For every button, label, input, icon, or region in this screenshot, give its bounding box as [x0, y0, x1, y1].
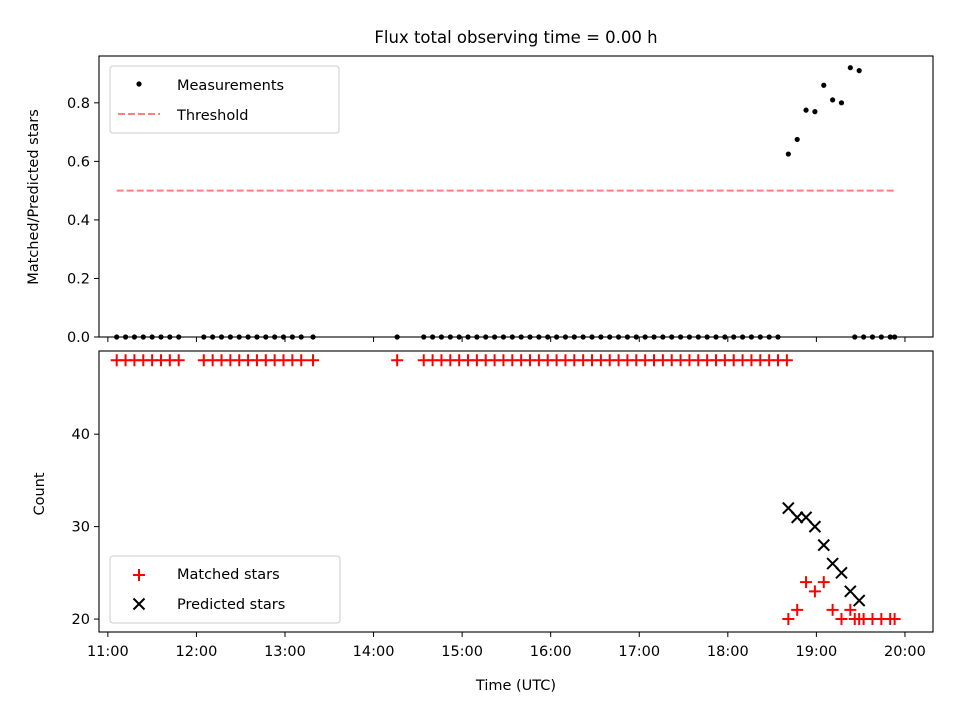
- y-tick-label: 40: [72, 427, 90, 443]
- figure-title: Flux total observing time = 0.00 h: [374, 28, 657, 47]
- measurements-point-67: [821, 82, 827, 88]
- bottom-y-axis-label: Count: [32, 472, 48, 515]
- x-tick-label: 17:00: [618, 644, 660, 660]
- matched-stars-point-70: [835, 613, 848, 626]
- measurements-point-63: [785, 151, 791, 157]
- bottom-x-ticks: 11:00 12:00 13:00 14:00 15:00 16:00 17:00 18:00…: [87, 632, 926, 660]
- matched-stars-point-19: [295, 354, 308, 367]
- top-legend: Measurements Threshold: [109, 65, 340, 134]
- y-tick-label: 20: [72, 612, 90, 628]
- x-tick-label: 19:00: [795, 644, 837, 660]
- matched-stars-point-67: [808, 585, 821, 598]
- matched-stars-point-64: [782, 613, 795, 626]
- bottom-legend-box: [109, 555, 341, 624]
- matched-stars-point-78: [888, 613, 901, 626]
- bottom-panel: 20 30 40 11:00 12:00 13:00 14:00 15:00 16:00 17:…: [32, 350, 934, 694]
- y-tick-label: 0.2: [67, 271, 90, 287]
- predicted-stars-point-3: [808, 520, 822, 533]
- predicted-stars-point-8: [852, 594, 866, 607]
- bottom-legend: Matched stars Predicted stars: [109, 555, 341, 624]
- x-tick-label: 15:00: [441, 644, 483, 660]
- top-axes-frame: [98, 55, 934, 338]
- predicted-stars-point-1: [790, 511, 804, 524]
- legend-threshold-label: Threshold: [176, 108, 248, 124]
- bottom-axes-frame: [98, 350, 934, 633]
- measurements-point-68: [830, 97, 836, 103]
- x-tick-label: 11:00: [87, 644, 129, 660]
- y-tick-label: 30: [72, 520, 90, 536]
- predicted-stars-point-4: [817, 538, 830, 552]
- y-tick-label: 0.6: [67, 154, 90, 170]
- measurements-point-70: [847, 65, 853, 71]
- legend-matched-marker: [133, 569, 145, 581]
- matched-stars-point-65: [791, 603, 804, 616]
- x-tick-label: 18:00: [707, 644, 749, 660]
- y-tick-label: 0.8: [67, 96, 90, 112]
- legend-matched-label: Matched stars: [177, 567, 280, 583]
- legend-predicted-label: Predicted stars: [177, 597, 285, 613]
- x-tick-label: 14:00: [353, 644, 395, 660]
- x-axis-label: Time (UTC): [475, 678, 556, 694]
- matched-stars-point-69: [826, 603, 839, 616]
- matched-stars-point-21: [391, 354, 404, 367]
- x-tick-label: 20:00: [884, 644, 926, 660]
- measurements-point-71: [856, 68, 862, 74]
- matched-stars-point-68: [817, 576, 830, 589]
- legend-predicted-marker: [132, 597, 146, 611]
- top-legend-box: [109, 65, 340, 134]
- matched-stars-point-63: [780, 354, 793, 367]
- measurements-point-64: [794, 136, 800, 143]
- matched-stars-point-71: [844, 603, 857, 616]
- top-x-ticks: [107, 337, 906, 342]
- predicted-stars-point-6: [835, 566, 848, 580]
- y-tick-label: 0.4: [67, 213, 90, 229]
- top-panel: 0.00.20.40.60.8 Matched/Predicted stars …: [26, 55, 934, 346]
- bottom-marks: [110, 354, 901, 626]
- matched-stars-point-7: [172, 354, 185, 367]
- y-tick-label: 0.0: [67, 330, 90, 346]
- x-tick-label: 12:00: [176, 644, 218, 660]
- bottom-y-ticks: 20 30 40: [72, 427, 99, 628]
- top-y-axis-label: Matched/Predicted stars: [26, 109, 42, 285]
- measurements-point-69: [838, 100, 845, 106]
- x-tick-label: 16:00: [530, 644, 572, 660]
- x-tick-label: 13:00: [264, 644, 306, 660]
- legend-measurements-label: Measurements: [177, 78, 284, 94]
- matched-stars-point-66: [800, 576, 813, 589]
- matched-stars-point-20: [307, 354, 320, 367]
- measurements-point-66: [812, 109, 818, 115]
- measurements-point-65: [803, 107, 809, 113]
- top-y-ticks: 0.0 0.2 0.4 0.6 0.8: [67, 96, 99, 346]
- legend-measurements-marker: [136, 81, 142, 87]
